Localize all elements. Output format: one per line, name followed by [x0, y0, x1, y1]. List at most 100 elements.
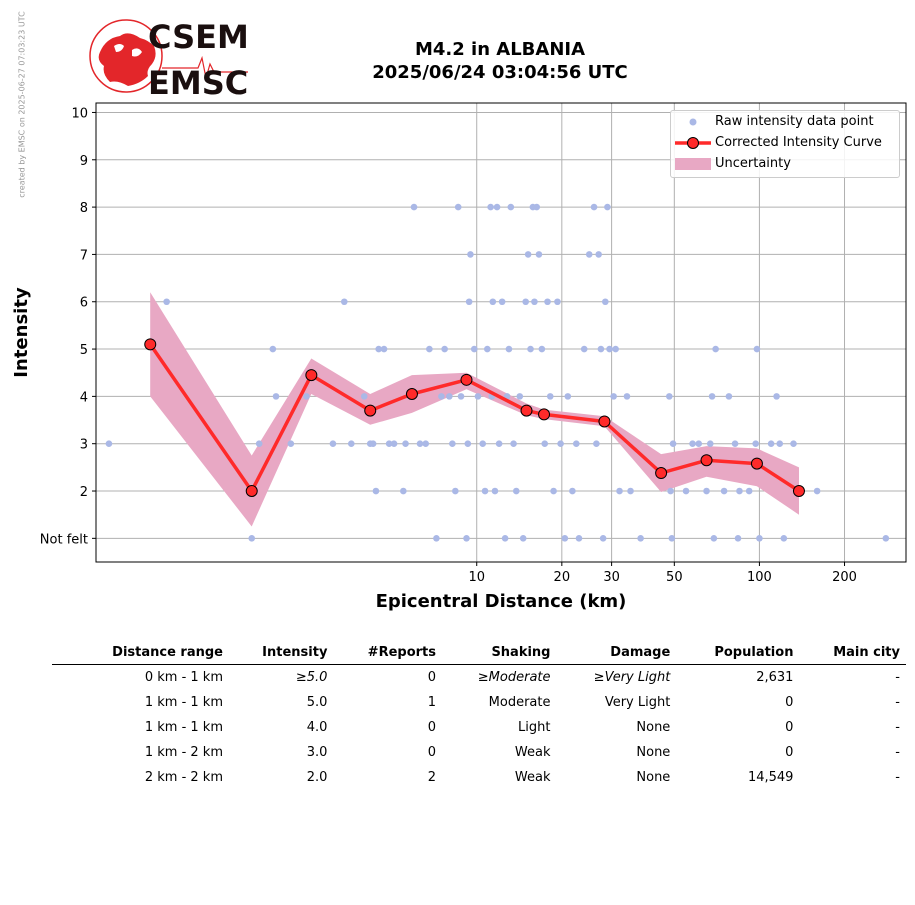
raw-data-point	[495, 440, 503, 448]
raw-data-point	[575, 535, 583, 542]
legend-curve: Corrected Intensity Curve	[671, 132, 899, 153]
cell-damage: ≥Very Light	[593, 670, 671, 685]
header-population: Population	[676, 640, 800, 665]
raw-data-point	[623, 393, 631, 400]
table-row: 1 km - 1 km 5.0 1 Moderate Very Light 0 …	[52, 690, 906, 715]
y-tick-label: 3	[80, 438, 88, 453]
raw-data-point	[753, 345, 761, 353]
raw-data-point	[507, 203, 515, 211]
x-tick-label: 200	[832, 570, 857, 585]
raw-data-point	[519, 535, 527, 542]
raw-data-point	[666, 393, 673, 400]
intensity-chart: 10 20 30 50 100 200 Not felt 2 3 4 5 6 7 8 9 10 Epicentr…	[11, 102, 907, 612]
cell-main-city: -	[895, 670, 900, 685]
raw-data-point	[773, 393, 780, 400]
cell-population: 0	[785, 695, 794, 710]
raw-data-point	[725, 393, 733, 400]
raw-data-point	[248, 535, 256, 542]
y-tick-label: 4	[80, 390, 88, 405]
cell-damage: Very Light	[604, 695, 671, 710]
raw-data-point	[813, 487, 821, 495]
raw-data-point	[780, 535, 788, 542]
curve-marker	[245, 485, 258, 498]
x-tick-label: 10	[468, 570, 485, 585]
cell-shaking: Weak	[514, 745, 551, 760]
raw-data-point	[375, 345, 382, 353]
raw-data-point	[706, 440, 714, 448]
cell-distance: 2 km - 2 km	[144, 770, 223, 785]
chart-title: M4.2 in ALBANIA 2025/06/24 03:04:56 UTC	[300, 38, 700, 84]
raw-data-point	[380, 345, 388, 353]
y-tick-label: Not felt	[40, 532, 88, 547]
raw-data-point	[533, 203, 541, 211]
raw-data-point	[501, 535, 509, 542]
raw-data-point	[516, 393, 524, 400]
raw-data-point	[491, 487, 499, 495]
table-row: 1 km - 2 km 3.0 0 Weak None 0 -	[52, 740, 906, 765]
title-event: M4.2 in ALBANIA	[414, 39, 586, 60]
header-damage: Damage	[556, 640, 677, 665]
cell-distance: 0 km - 1 km	[144, 670, 223, 685]
raw-data-point	[449, 440, 456, 448]
legend-raw: Raw intensity data point	[671, 111, 899, 132]
x-axis-label: Epicentral Distance (km)	[376, 591, 627, 612]
legend-uncertainty-label: Uncertainty	[715, 156, 791, 171]
raw-data-point	[752, 440, 759, 448]
raw-data-point	[400, 487, 407, 495]
raw-data-point	[163, 298, 170, 306]
intensity-table: Distance range Intensity #Reports Shakin…	[52, 640, 906, 790]
raw-data-point	[541, 440, 549, 448]
raw-data-point	[385, 440, 393, 448]
legend-raw-label: Raw intensity data point	[715, 114, 874, 129]
raw-data-point	[606, 345, 613, 353]
cell-reports: 0	[427, 670, 436, 685]
raw-data-point	[463, 535, 470, 542]
header-reports: #Reports	[333, 640, 442, 665]
header-shaking: Shaking	[442, 640, 557, 665]
raw-data-point	[593, 440, 600, 448]
curve-marker	[538, 408, 551, 421]
raw-data-point	[689, 440, 696, 448]
raw-data-point	[372, 487, 380, 495]
raw-data-point	[602, 298, 609, 306]
raw-data-point	[446, 393, 453, 400]
raw-data-point	[572, 440, 580, 448]
cell-intensity: 3.0	[306, 745, 328, 760]
raw-data-point	[668, 535, 676, 542]
raw-data-point	[340, 298, 348, 306]
raw-data-point	[269, 345, 277, 353]
cell-shaking: ≥Moderate	[477, 670, 551, 685]
raw-data-point	[612, 345, 619, 353]
raw-data-point	[369, 440, 377, 448]
raw-data-point	[585, 251, 593, 258]
table-row: 2 km - 2 km 2.0 2 Weak None 14,549 -	[52, 765, 906, 790]
y-tick-label: 9	[80, 154, 88, 169]
table-header-row: Distance range Intensity #Reports Shakin…	[52, 640, 906, 665]
cell-population: 0	[785, 745, 794, 760]
raw-data-point	[637, 535, 644, 542]
raw-data-point	[441, 345, 448, 353]
raw-data-point	[422, 440, 430, 448]
cell-reports: 2	[427, 770, 436, 785]
raw-data-point	[667, 487, 674, 495]
legend-uncertainty: Uncertainty	[671, 153, 899, 174]
cell-reports: 0	[427, 745, 436, 760]
raw-data-point	[474, 393, 482, 400]
raw-data-point	[790, 440, 797, 448]
raw-data-point	[452, 487, 459, 495]
raw-data-point	[734, 535, 742, 542]
raw-data-point	[610, 393, 617, 400]
curve-marker	[598, 415, 611, 428]
cell-intensity: 2.0	[306, 770, 328, 785]
raw-data-point	[736, 487, 743, 495]
raw-data-point	[695, 440, 703, 448]
raw-data-point	[546, 393, 554, 400]
raw-data-point	[303, 393, 310, 400]
cell-population: 14,549	[747, 770, 794, 785]
cell-distance: 1 km - 1 km	[144, 720, 223, 735]
raw-data-point	[465, 298, 473, 306]
raw-data-point	[489, 298, 497, 306]
x-tick-label: 100	[747, 570, 772, 585]
logo-csem-text: CSEM	[148, 18, 249, 56]
raw-data-point	[255, 440, 263, 448]
